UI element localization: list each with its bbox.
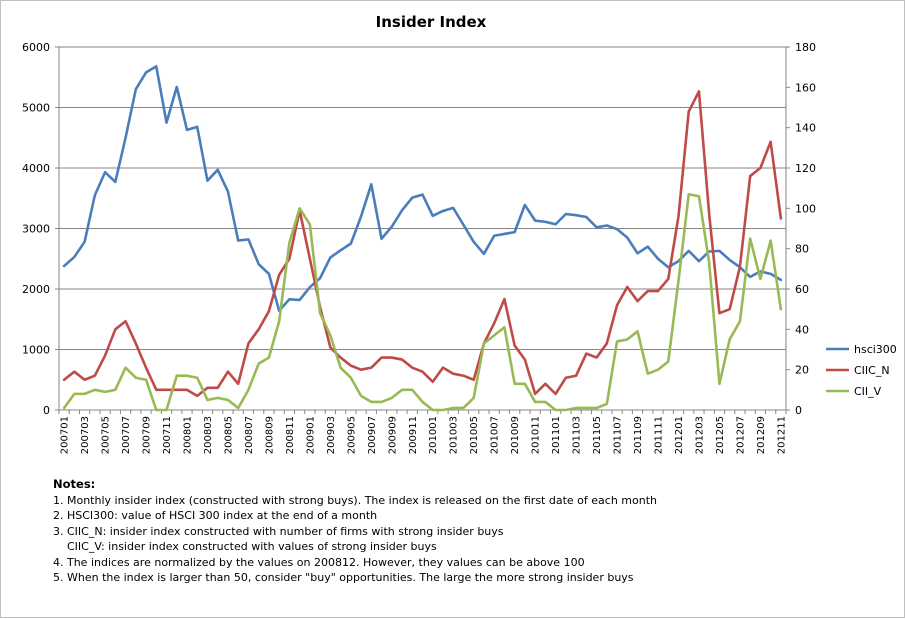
legend-label-CII_V: CII_V (854, 385, 882, 398)
x-tick-label: 201205 (715, 416, 726, 454)
x-tick-label: 201009 (510, 416, 521, 454)
x-tick-label: 201109 (633, 416, 644, 454)
x-tick-label: 201003 (449, 416, 460, 454)
x-tick-label: 201001 (428, 416, 439, 454)
y-right-tick-label: 0 (795, 404, 802, 417)
note-line-3b: CIIC_V: insider index constructed with v… (53, 540, 437, 553)
chart-title: Insider Index (376, 13, 487, 31)
legend-label-hsci300: hsci300 (854, 343, 897, 356)
note-line-4: 4. The indices are normalized by the val… (53, 555, 585, 569)
note-line-1: 1. Monthly insider index (constructed wi… (53, 493, 657, 507)
note-line-2: 2. HSCI300: value of HSCI 300 index at t… (53, 509, 378, 522)
x-tick-label: 200801 (182, 416, 193, 454)
x-tick-label: 201207 (735, 416, 746, 454)
series-line-hsci300 (62, 65, 783, 313)
y-right-tick-label: 120 (795, 162, 816, 175)
y-left-tick-label: 3000 (22, 223, 50, 236)
x-tick-label: 200811 (285, 416, 296, 454)
x-tick-label: 200905 (346, 416, 357, 454)
y-right-tick-label: 140 (795, 122, 816, 135)
notes-block: Notes: 1. Monthly insider index (constru… (53, 477, 873, 586)
notes-title: Notes: (53, 477, 96, 491)
y-left-tick-label: 5000 (22, 102, 50, 115)
x-tick-label: 200809 (264, 416, 275, 454)
x-tick-label: 200805 (223, 416, 234, 454)
axes: 0 1000 2000 3000 4000 5000 6000 0 20 40 60 80 100 120… (22, 41, 816, 454)
x-tick-label: 201101 (551, 416, 562, 454)
x-tick-label: 201005 (469, 416, 480, 454)
x-tick-label: 200705 (101, 416, 112, 454)
x-tick-label: 201203 (694, 416, 705, 454)
x-tick-label: 200911 (408, 416, 419, 454)
y-right-tick-label: 100 (795, 202, 816, 215)
x-tick-label: 200903 (326, 416, 337, 454)
y-right-tick-label: 160 (795, 81, 816, 94)
x-tick-label: 201107 (613, 416, 624, 454)
y-left-tick-label: 2000 (22, 283, 50, 296)
x-tick-label: 200909 (387, 416, 398, 454)
y-left-tick-label: 0 (43, 404, 50, 417)
x-tick-label: 201211 (776, 416, 787, 454)
legend: hsci300 CIIC_N CII_V (826, 343, 897, 398)
x-tick-label: 200803 (203, 416, 214, 454)
x-tick-label: 200707 (121, 416, 132, 454)
x-tick-label: 200907 (367, 416, 378, 454)
series-line-CII_V (62, 192, 783, 412)
y-right-tick-label: 80 (795, 243, 809, 256)
x-tick-label: 201105 (592, 416, 603, 454)
x-tick-label: 200901 (305, 416, 316, 454)
x-tick-label: 201201 (674, 416, 685, 454)
y-right-tick-label: 20 (795, 364, 809, 377)
x-tick-label: 200701 (60, 416, 71, 454)
y-right-tick-label: 60 (795, 283, 809, 296)
legend-label-CIIC_N: CIIC_N (854, 364, 890, 377)
y-right-tick-label: 40 (795, 323, 809, 336)
x-tick-label: 200709 (142, 416, 153, 454)
series-lines (62, 65, 783, 412)
x-tick-label: 200703 (80, 416, 91, 454)
x-tick-label: 200807 (244, 416, 255, 454)
y-right-tick-label: 180 (795, 41, 816, 54)
y-left-tick-label: 1000 (22, 344, 50, 357)
note-line-3: 3. CIIC_N: insider index constructed wit… (53, 524, 504, 538)
x-tick-label: 201011 (531, 416, 542, 454)
y-left-tick-label: 6000 (22, 41, 50, 54)
x-tick-label: 201209 (756, 416, 767, 454)
x-tick-label: 201111 (654, 416, 665, 454)
note-line-5: 5. When the index is larger than 50, con… (53, 571, 634, 584)
y-left-tick-label: 4000 (22, 162, 50, 175)
series-line-CIIC_N (62, 90, 783, 398)
x-tick-label: 200711 (162, 416, 173, 454)
x-tick-label: 201103 (572, 416, 583, 454)
x-tick-label: 201007 (490, 416, 501, 454)
